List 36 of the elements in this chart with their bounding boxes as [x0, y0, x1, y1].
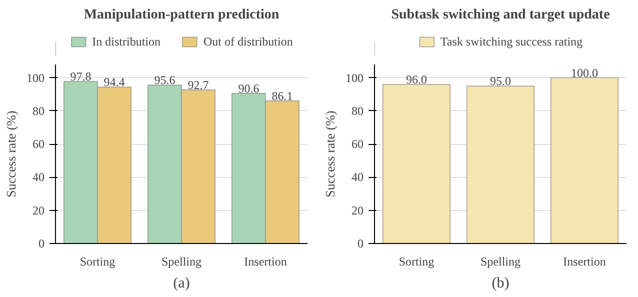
chart-title: Manipulation-pattern prediction — [84, 8, 280, 22]
x-axis-title: (b) — [492, 276, 510, 292]
y-axis-title: Success rate (%) — [322, 110, 338, 198]
data-label: 90.6 — [238, 81, 260, 96]
legend-label: Out of distribution — [204, 34, 293, 49]
data-label: 92.7 — [188, 78, 209, 92]
data-label: 100.0 — [571, 66, 598, 80]
y-tick-label: 20 — [32, 203, 44, 218]
y-tick-label: 40 — [352, 170, 364, 184]
data-label: 96.0 — [406, 72, 427, 86]
x-tick-label: Spelling — [480, 254, 521, 268]
data-label: 86.1 — [272, 88, 293, 103]
y-tick-label: 80 — [32, 104, 44, 118]
x-tick-label: Insertion — [563, 254, 606, 268]
y-tick-label: 60 — [352, 137, 364, 152]
y-tick-label: 20 — [352, 203, 364, 218]
x-tick-label: Insertion — [244, 254, 287, 268]
y-axis-title: Success rate (%) — [4, 110, 18, 198]
y-tick-label: 100 — [346, 70, 364, 85]
x-axis-title: (a) — [173, 276, 190, 292]
y-tick-label: 80 — [352, 104, 364, 118]
legend-label: In distribution — [92, 34, 160, 49]
y-tick-label: 60 — [32, 137, 44, 152]
y-tick-label: 0 — [358, 236, 364, 250]
y-tick-label: 100 — [26, 70, 44, 85]
data-label: 95.6 — [154, 73, 176, 88]
x-tick-label: Sorting — [80, 254, 116, 268]
data-label: 97.8 — [70, 69, 92, 84]
x-tick-label: Sorting — [398, 254, 434, 268]
data-label: 95.0 — [490, 74, 511, 88]
legend-label: Task switching success rating — [440, 34, 583, 49]
x-tick-label: Spelling — [162, 254, 202, 268]
data-label: 94.4 — [104, 75, 125, 90]
y-tick-label: 40 — [32, 170, 44, 184]
y-tick-label: 0 — [38, 236, 44, 250]
chart-title: Subtask switching and target update — [391, 8, 610, 22]
